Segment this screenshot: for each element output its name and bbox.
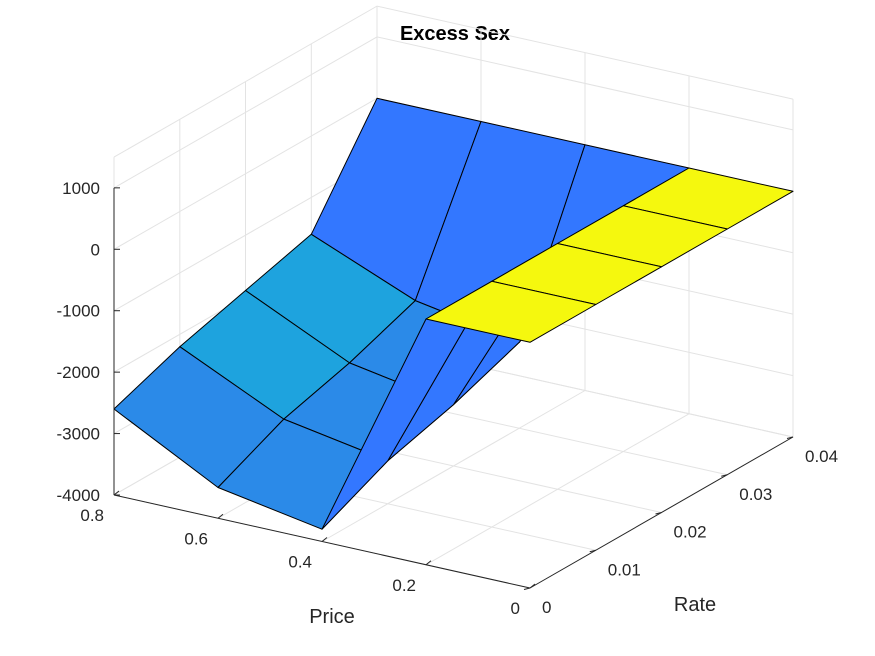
y-tick-mark-2 <box>321 537 328 542</box>
z-tick-label-4: 0 <box>91 240 100 259</box>
z-tick-label-5: 1000 <box>62 179 100 198</box>
y-tick-mark-1 <box>425 560 432 566</box>
axes-layer: 0 0.01 0.02 0.03 0.04 0 0.2 0.4 0.6 0.8-4000 -3000… <box>57 179 839 618</box>
x-tick-mark-4 <box>786 436 794 439</box>
z-tick-label-2: -2000 <box>57 363 100 382</box>
y-tick-mark-0 <box>529 583 536 589</box>
x-tick-mark-2 <box>655 512 662 515</box>
chart-title: Excess Sex <box>400 23 510 45</box>
y-tick-label-3: 0.6 <box>184 529 208 548</box>
surface-faces <box>113 97 794 530</box>
x-tick-label-0: 0 <box>542 598 551 617</box>
y-axis-label: Price <box>309 606 355 628</box>
x-tick-label-1: 0.01 <box>608 560 641 579</box>
z-tick-label-0: -4000 <box>57 486 100 505</box>
x-tick-label-4: 0.04 <box>805 447 838 466</box>
x-tick-label-2: 0.02 <box>674 523 707 542</box>
y-tick-mark-3 <box>217 513 224 519</box>
x-tick-mark-3 <box>721 474 728 477</box>
x-axis-label: Rate <box>674 594 716 616</box>
y-tick-label-4: 0.8 <box>80 506 104 525</box>
y-tick-mark-4 <box>113 490 120 496</box>
y-tick-label-0: 0 <box>511 599 520 618</box>
z-tick-label-1: -3000 <box>57 425 100 444</box>
x-tick-label-3: 0.03 <box>739 485 772 504</box>
surface-face-0-0 <box>425 280 597 343</box>
x-tick-mark-0 <box>523 587 531 590</box>
box-top-edge <box>113 5 794 158</box>
y-tick-label-2: 0.4 <box>288 553 312 572</box>
x-tick-mark-1 <box>589 549 596 553</box>
y-tick-label-1: 0.2 <box>392 576 416 595</box>
z-tick-label-3: -1000 <box>57 302 100 321</box>
grid-line-z-5 <box>113 36 794 189</box>
